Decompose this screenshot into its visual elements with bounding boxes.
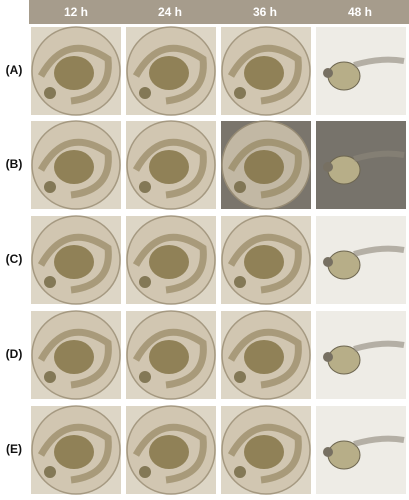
column-header: 48 h [348,5,372,19]
eye [234,87,246,99]
embryo-body [132,138,207,199]
embryo-body [37,233,112,294]
eye [44,87,56,99]
column-header: 36 h [253,5,277,19]
larva-tail [353,245,405,257]
yolk [54,150,94,184]
column-header: 24 h [158,5,182,19]
embryo-body [132,328,207,389]
yolk [244,340,284,374]
embryo-body [132,423,207,484]
yolk [244,56,284,90]
embryo-body [227,138,302,199]
header-bar [29,0,409,24]
embryo-body [37,423,112,484]
yolk [54,56,94,90]
yolk [54,245,94,279]
eye [323,68,333,78]
embryo-body [132,44,207,105]
yolk [149,150,189,184]
yolk [244,150,284,184]
larva-tail [353,435,405,447]
eye [44,276,56,288]
image-grid [31,26,406,495]
yolk [149,56,189,90]
yolk [244,435,284,469]
larva-tail [353,340,405,352]
embryo-body [227,233,302,294]
row-label: (B) [6,157,23,171]
eye [139,371,151,383]
eye [139,276,151,288]
eye [44,371,56,383]
eye [323,352,333,362]
embryo-body [227,44,302,105]
eye [234,371,246,383]
eye [323,447,333,457]
row-label: (E) [6,442,22,456]
eye [139,87,151,99]
eye [139,466,151,478]
embryo-body [132,233,207,294]
embryo-body [37,44,112,105]
eye [323,257,333,267]
eye [234,466,246,478]
yolk [54,435,94,469]
embryo-body [227,328,302,389]
yolk [149,340,189,374]
eye [234,276,246,288]
larva-tail [353,56,405,68]
yolk [149,245,189,279]
eye [234,181,246,193]
column-header: 12 h [64,5,88,19]
row-label: (A) [6,63,23,77]
embryo-body [227,423,302,484]
eye [44,181,56,193]
eye [323,162,333,172]
eye [44,466,56,478]
yolk [149,435,189,469]
yolk [244,245,284,279]
yolk [54,340,94,374]
larva-tail [353,150,405,162]
row-label: (D) [6,347,23,361]
embryo-body [37,328,112,389]
row-label: (C) [6,252,23,266]
embryo-body [37,138,112,199]
eye [139,181,151,193]
